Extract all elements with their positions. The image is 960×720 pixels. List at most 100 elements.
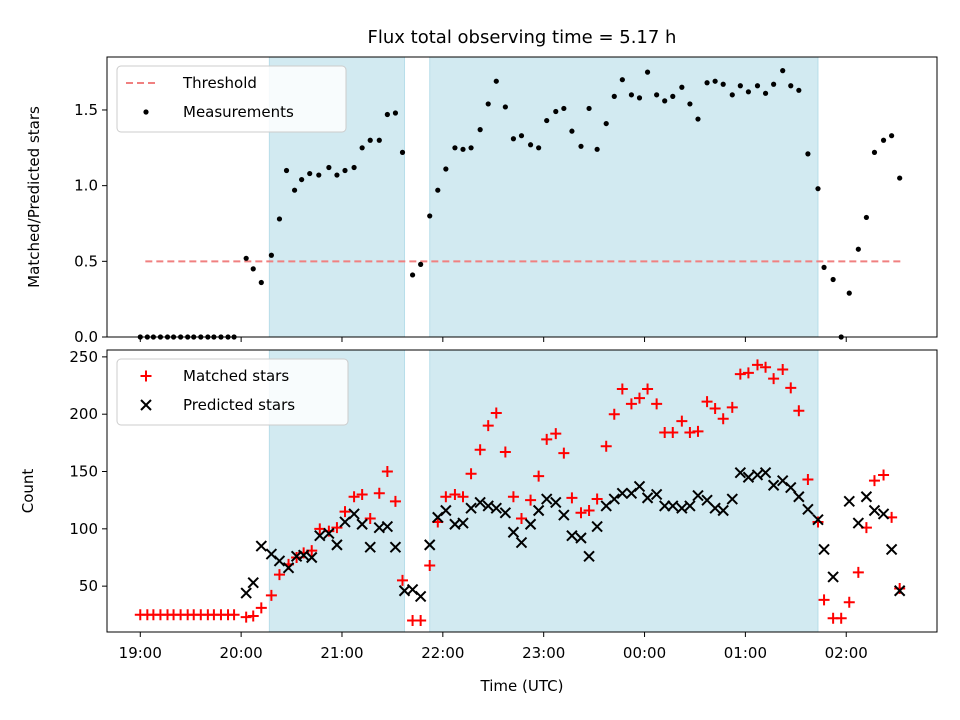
data-point: [812, 513, 824, 526]
data-point: [695, 116, 701, 122]
data-point: [633, 392, 645, 404]
data-point: [457, 517, 469, 529]
data-point: [307, 170, 313, 177]
data-point: [247, 576, 259, 589]
data-point: [515, 536, 528, 549]
data-point: [717, 413, 729, 425]
data-point: [468, 145, 474, 151]
data-point: [726, 401, 738, 413]
data-point: [356, 518, 368, 530]
data-point: [550, 428, 562, 440]
data-point: [452, 145, 458, 151]
data-point: [415, 615, 427, 627]
data-point: [364, 513, 376, 525]
data-point: [717, 504, 729, 517]
data-point: [502, 104, 508, 110]
x-tick-label: 00:00: [623, 644, 666, 662]
data-point: [524, 518, 537, 530]
data-point: [339, 516, 351, 528]
data-point: [720, 81, 726, 87]
data-point: [868, 475, 880, 487]
data-point: [240, 587, 252, 599]
legend-swatch: [140, 399, 152, 411]
x-tick-label: 23:00: [522, 644, 565, 662]
y-tick-label: 1.0: [74, 177, 98, 195]
data-point: [667, 427, 679, 439]
y-tick-label: 1.5: [74, 101, 98, 119]
data-point: [827, 571, 839, 583]
data-point: [793, 491, 805, 503]
data-point: [760, 361, 772, 373]
data-point: [625, 398, 637, 410]
data-point: [885, 543, 898, 556]
data-point: [381, 466, 393, 478]
legend-swatch: [143, 109, 149, 115]
data-point: [409, 272, 416, 278]
data-point: [356, 488, 368, 500]
data-point: [785, 382, 797, 394]
data-point: [815, 186, 821, 192]
data-point: [692, 425, 704, 437]
data-point: [676, 502, 688, 514]
data-point: [306, 551, 318, 564]
data-point: [460, 146, 466, 152]
data-point: [893, 585, 906, 597]
legend-box: [116, 65, 347, 133]
data-point: [591, 520, 603, 533]
data-point: [477, 127, 483, 133]
data-point: [457, 491, 469, 503]
data-point: [268, 252, 274, 258]
data-point: [414, 590, 427, 603]
data-point: [553, 108, 559, 115]
data-point: [684, 500, 696, 512]
data-point: [855, 246, 861, 252]
data-point: [684, 427, 696, 439]
data-point: [424, 560, 436, 572]
data-point: [258, 279, 264, 286]
legend: Matched stars Predicted stars: [116, 358, 349, 426]
data-point: [633, 480, 646, 493]
data-point: [641, 492, 654, 504]
data-point: [821, 264, 827, 270]
data-point: [802, 474, 814, 486]
data-point: [611, 93, 617, 99]
data-point: [389, 541, 402, 553]
data-point: [392, 110, 399, 116]
data-point: [334, 172, 340, 178]
data-point: [518, 133, 525, 139]
data-point: [490, 407, 502, 419]
data-point: [273, 555, 286, 567]
data-point: [418, 261, 424, 267]
data-point: [843, 495, 855, 508]
data-point: [250, 266, 256, 272]
data-point: [558, 509, 570, 521]
y-axis-label: Matched/Predicted stars: [25, 106, 43, 288]
data-point: [482, 420, 494, 432]
data-point: [704, 80, 710, 86]
data-point: [628, 92, 635, 98]
data-point: [636, 95, 643, 101]
data-point: [541, 433, 553, 445]
data-point: [651, 398, 663, 410]
data-point: [594, 146, 600, 152]
data-point: [507, 526, 520, 538]
data-point: [507, 491, 519, 503]
data-point: [265, 589, 277, 601]
data-point: [364, 541, 376, 553]
data-point: [291, 187, 298, 193]
data-point: [654, 92, 660, 98]
data-point: [687, 101, 693, 107]
data-point: [348, 508, 360, 520]
data-point: [603, 120, 609, 127]
data-point: [474, 444, 486, 456]
data-point: [742, 367, 754, 379]
data-point: [709, 402, 721, 414]
data-point: [348, 491, 360, 503]
data-point: [745, 89, 752, 95]
y-tick-label: 150: [69, 463, 98, 481]
data-point: [255, 602, 267, 614]
x-axis-label: Time (UTC): [480, 677, 564, 695]
data-point: [424, 539, 436, 551]
x-tick-label: 02:00: [825, 644, 868, 662]
